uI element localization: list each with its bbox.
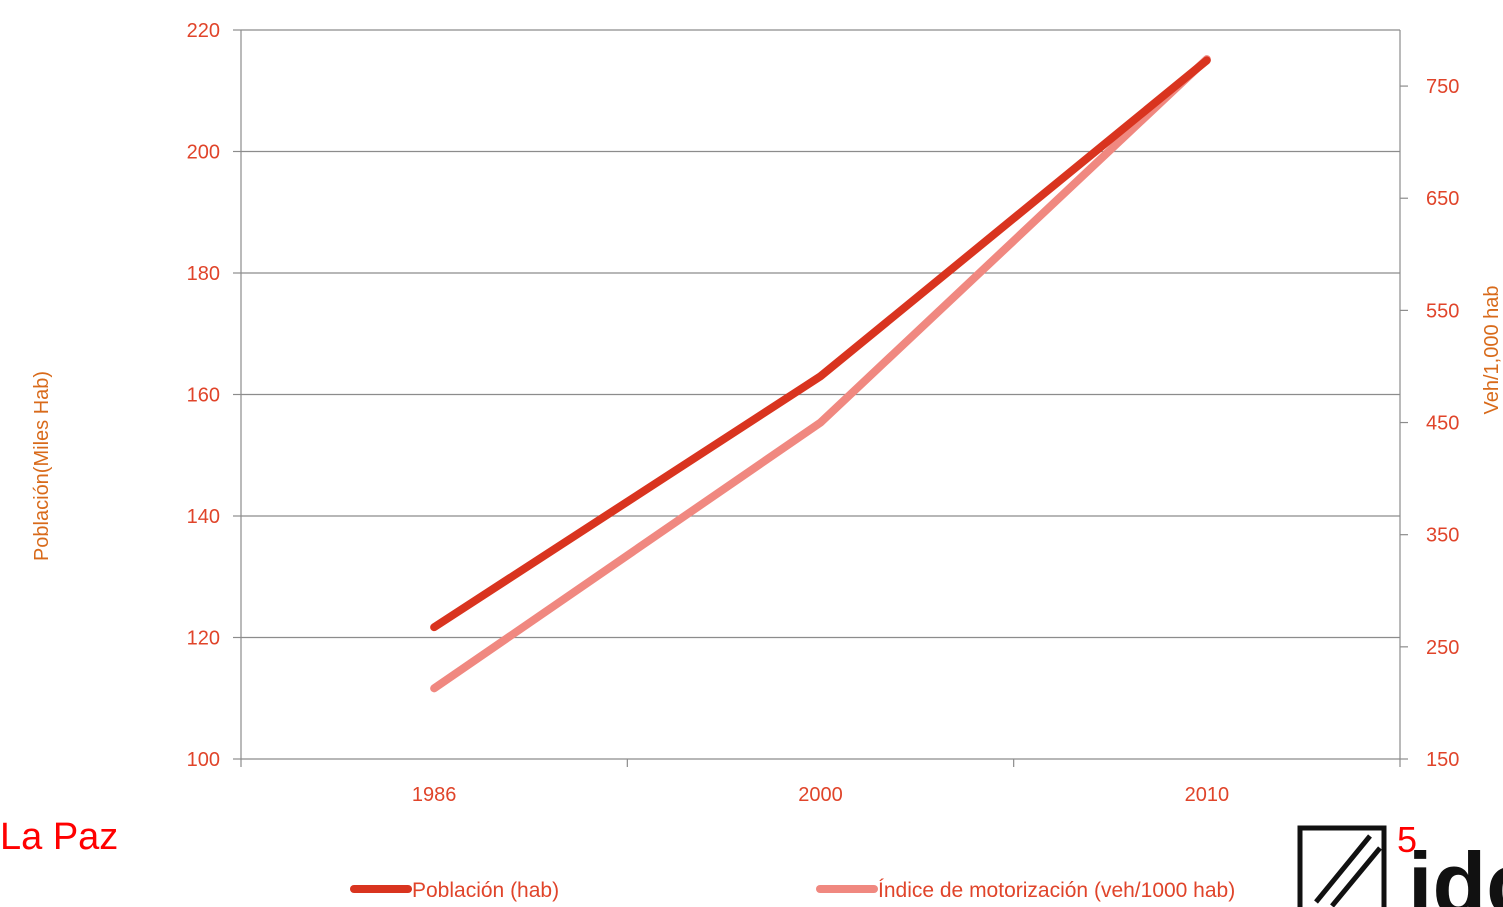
left-tick-label: 200 <box>187 142 220 164</box>
right-tick-label: 250 <box>1426 637 1459 659</box>
footer-place-label: La Paz <box>0 818 118 856</box>
y-left-axis-title: Población(Miles Hab) <box>31 371 53 561</box>
left-tick-label: 180 <box>187 263 220 285</box>
left-tick-label: 120 <box>187 628 220 650</box>
logo-wordmark: idc <box>1408 834 1503 907</box>
right-tick-label: 650 <box>1426 188 1459 210</box>
right-tick-label: 350 <box>1426 525 1459 547</box>
legend-label-poblacion: Población (hab) <box>412 879 559 902</box>
left-axis-ticks: 100 120 140 160 180 200 220 <box>187 20 241 771</box>
series-lines <box>434 59 1207 688</box>
legend: Población (hab) Índice de motorización (… <box>354 879 1235 902</box>
legend-label-motorizacion: Índice de motorización (veh/1000 hab) <box>878 879 1235 902</box>
y-right-axis-title: Veh/1,000 hab <box>1481 285 1503 414</box>
x-tick-label: 2000 <box>798 784 843 806</box>
x-tick-label: 2010 <box>1185 784 1230 806</box>
left-tick-label: 140 <box>187 506 220 528</box>
slash-box-logo-icon <box>1300 828 1384 907</box>
right-tick-label: 450 <box>1426 413 1459 435</box>
x-tick-label: 1986 <box>412 784 457 806</box>
right-tick-label: 150 <box>1426 749 1459 771</box>
series-line-poblacion <box>434 60 1207 627</box>
left-tick-label: 220 <box>187 20 220 42</box>
right-tick-label: 550 <box>1426 300 1459 322</box>
gridlines <box>241 30 1400 638</box>
right-tick-label: 750 <box>1426 76 1459 98</box>
left-tick-label: 160 <box>187 385 220 407</box>
left-tick-label: 100 <box>187 749 220 771</box>
right-axis-ticks: 150 250 350 450 550 650 750 <box>1400 76 1459 771</box>
x-axis-ticks: 1986 2000 2010 <box>241 759 1400 806</box>
page-number: 5 <box>1397 822 1417 858</box>
